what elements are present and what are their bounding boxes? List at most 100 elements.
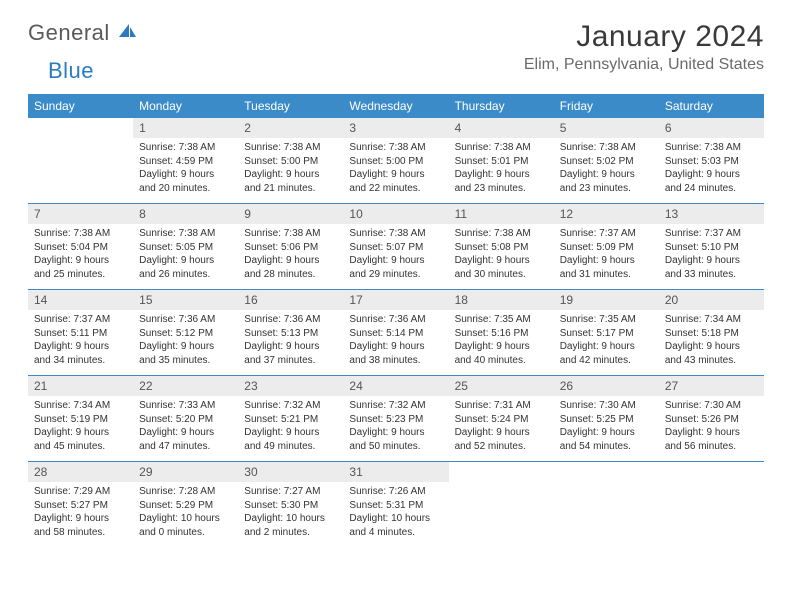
- day-content: Sunrise: 7:31 AMSunset: 5:24 PMDaylight:…: [449, 396, 554, 462]
- sunset-text: Sunset: 5:31 PM: [349, 499, 442, 513]
- calendar-body: 123456Sunrise: 7:38 AMSunset: 4:59 PMDay…: [28, 118, 764, 547]
- sunrise-text: Sunrise: 7:29 AM: [34, 485, 127, 499]
- brand-name-a: General: [28, 20, 110, 46]
- day-number: 23: [238, 376, 343, 397]
- day-content: Sunrise: 7:36 AMSunset: 5:14 PMDaylight:…: [343, 310, 448, 376]
- sunset-text: Sunset: 5:01 PM: [455, 155, 548, 169]
- day-number: 25: [449, 376, 554, 397]
- day-content: Sunrise: 7:38 AMSunset: 5:00 PMDaylight:…: [238, 138, 343, 204]
- sunrise-text: Sunrise: 7:37 AM: [665, 227, 758, 241]
- sunrise-text: Sunrise: 7:35 AM: [560, 313, 653, 327]
- day-number: 4: [449, 118, 554, 138]
- weekday-header: Friday: [554, 94, 659, 118]
- sunset-text: Sunset: 5:04 PM: [34, 241, 127, 255]
- sunrise-text: Sunrise: 7:37 AM: [560, 227, 653, 241]
- day-number: 31: [343, 462, 448, 483]
- daylight-text: Daylight: 9 hours and 23 minutes.: [455, 168, 548, 195]
- page-title: January 2024: [524, 20, 764, 54]
- day-content: Sunrise: 7:35 AMSunset: 5:17 PMDaylight:…: [554, 310, 659, 376]
- day-content: Sunrise: 7:37 AMSunset: 5:10 PMDaylight:…: [659, 224, 764, 290]
- daylight-text: Daylight: 9 hours and 20 minutes.: [139, 168, 232, 195]
- day-content: Sunrise: 7:30 AMSunset: 5:26 PMDaylight:…: [659, 396, 764, 462]
- daylight-text: Daylight: 9 hours and 49 minutes.: [244, 426, 337, 453]
- sunset-text: Sunset: 5:00 PM: [349, 155, 442, 169]
- day-number: [659, 462, 764, 483]
- daynum-row: 123456: [28, 118, 764, 138]
- sunrise-text: Sunrise: 7:38 AM: [455, 227, 548, 241]
- daylight-text: Daylight: 10 hours and 0 minutes.: [139, 512, 232, 539]
- sunset-text: Sunset: 5:14 PM: [349, 327, 442, 341]
- day-number: 11: [449, 204, 554, 225]
- daylight-text: Daylight: 9 hours and 43 minutes.: [665, 340, 758, 367]
- day-number: [554, 462, 659, 483]
- daynum-row: 14151617181920: [28, 290, 764, 311]
- daylight-text: Daylight: 9 hours and 52 minutes.: [455, 426, 548, 453]
- day-content: Sunrise: 7:38 AMSunset: 5:05 PMDaylight:…: [133, 224, 238, 290]
- day-content: Sunrise: 7:30 AMSunset: 5:25 PMDaylight:…: [554, 396, 659, 462]
- day-number: 16: [238, 290, 343, 311]
- day-number: 8: [133, 204, 238, 225]
- sunset-text: Sunset: 5:03 PM: [665, 155, 758, 169]
- sunrise-text: Sunrise: 7:38 AM: [244, 227, 337, 241]
- content-row: Sunrise: 7:34 AMSunset: 5:19 PMDaylight:…: [28, 396, 764, 462]
- sunset-text: Sunset: 5:05 PM: [139, 241, 232, 255]
- daylight-text: Daylight: 9 hours and 38 minutes.: [349, 340, 442, 367]
- brand-name-b: Blue: [48, 58, 94, 84]
- content-row: Sunrise: 7:38 AMSunset: 5:04 PMDaylight:…: [28, 224, 764, 290]
- day-content: Sunrise: 7:29 AMSunset: 5:27 PMDaylight:…: [28, 482, 133, 547]
- day-number: 5: [554, 118, 659, 138]
- day-number: [28, 118, 133, 138]
- sunrise-text: Sunrise: 7:38 AM: [244, 141, 337, 155]
- sail-icon: [116, 22, 138, 45]
- day-content: Sunrise: 7:38 AMSunset: 5:07 PMDaylight:…: [343, 224, 448, 290]
- daylight-text: Daylight: 9 hours and 40 minutes.: [455, 340, 548, 367]
- daynum-row: 21222324252627: [28, 376, 764, 397]
- sunrise-text: Sunrise: 7:32 AM: [349, 399, 442, 413]
- sunrise-text: Sunrise: 7:32 AM: [244, 399, 337, 413]
- day-content: Sunrise: 7:38 AMSunset: 5:08 PMDaylight:…: [449, 224, 554, 290]
- sunset-text: Sunset: 5:30 PM: [244, 499, 337, 513]
- sunrise-text: Sunrise: 7:38 AM: [560, 141, 653, 155]
- day-content: [449, 482, 554, 547]
- day-content: Sunrise: 7:27 AMSunset: 5:30 PMDaylight:…: [238, 482, 343, 547]
- day-number: 19: [554, 290, 659, 311]
- sunrise-text: Sunrise: 7:38 AM: [139, 227, 232, 241]
- sunrise-text: Sunrise: 7:27 AM: [244, 485, 337, 499]
- day-content: Sunrise: 7:34 AMSunset: 5:19 PMDaylight:…: [28, 396, 133, 462]
- day-number: 3: [343, 118, 448, 138]
- weekday-row: Sunday Monday Tuesday Wednesday Thursday…: [28, 94, 764, 118]
- daylight-text: Daylight: 9 hours and 25 minutes.: [34, 254, 127, 281]
- day-number: 7: [28, 204, 133, 225]
- day-number: 1: [133, 118, 238, 138]
- content-row: Sunrise: 7:29 AMSunset: 5:27 PM Daylight:…: [28, 482, 764, 547]
- day-content: Sunrise: 7:28 AMSunset: 5:29 PMDaylight:…: [133, 482, 238, 547]
- sunrise-text: Sunrise: 7:38 AM: [139, 141, 232, 155]
- content-row: Sunrise: 7:37 AMSunset: 5:11 PMDaylight:…: [28, 310, 764, 376]
- sunset-text: Sunset: 5:07 PM: [349, 241, 442, 255]
- day-content: [554, 482, 659, 547]
- sunset-text: Sunset: 5:00 PM: [244, 155, 337, 169]
- sunset-text: Sunset: 5:17 PM: [560, 327, 653, 341]
- day-number: 27: [659, 376, 764, 397]
- day-content: Sunrise: 7:38 AMSunset: 5:02 PMDaylight:…: [554, 138, 659, 204]
- day-content: Sunrise: 7:33 AMSunset: 5:20 PMDaylight:…: [133, 396, 238, 462]
- day-number: 17: [343, 290, 448, 311]
- sunset-text: Sunset: 5:10 PM: [665, 241, 758, 255]
- daylight-text: Daylight: 9 hours and 26 minutes.: [139, 254, 232, 281]
- sunset-text: Sunset: 5:27 PM: [34, 499, 127, 513]
- day-number: 22: [133, 376, 238, 397]
- sunrise-text: Sunrise: 7:35 AM: [455, 313, 548, 327]
- day-number: 26: [554, 376, 659, 397]
- sunrise-text: Sunrise: 7:30 AM: [665, 399, 758, 413]
- weekday-header: Monday: [133, 94, 238, 118]
- sunset-text: Sunset: 4:59 PM: [139, 155, 232, 169]
- day-number: 30: [238, 462, 343, 483]
- calendar-head: Sunday Monday Tuesday Wednesday Thursday…: [28, 94, 764, 118]
- day-content: Sunrise: 7:36 AMSunset: 5:12 PMDaylight:…: [133, 310, 238, 376]
- sunset-text: Sunset: 5:12 PM: [139, 327, 232, 341]
- sunset-text: Sunset: 5:16 PM: [455, 327, 548, 341]
- sunset-text: Sunset: 5:25 PM: [560, 413, 653, 427]
- day-number: 9: [238, 204, 343, 225]
- sunset-text: Sunset: 5:21 PM: [244, 413, 337, 427]
- daylight-text: Daylight: 10 hours and 2 minutes.: [244, 512, 337, 539]
